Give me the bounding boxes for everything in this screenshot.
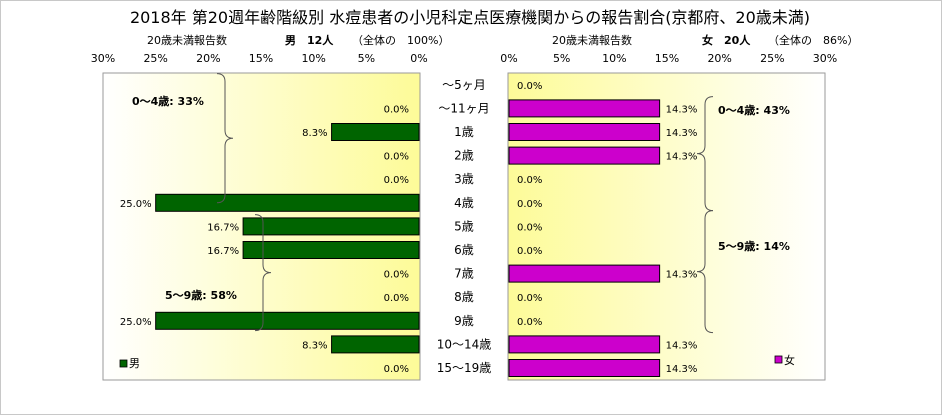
category-label: 1歳 (454, 125, 474, 139)
female-data-label: 0.0% (517, 81, 542, 92)
female-plot-area (507, 72, 826, 381)
male-bar (155, 311, 420, 330)
male-bar (155, 193, 420, 212)
male-tick-label: 20% (196, 52, 220, 65)
male-data-label: 16.7% (207, 246, 239, 257)
male-tick-label: 5% (358, 52, 375, 65)
male-axis-label: 20歳未満報告数 (147, 34, 227, 47)
male-bar (242, 217, 420, 236)
male-data-label: 0.0% (384, 175, 409, 186)
category-label: 5歳 (454, 219, 474, 233)
female-group-label: 5～9歳: 14% (718, 239, 790, 253)
female-data-label: 0.0% (517, 199, 542, 210)
female-group-brace (696, 210, 714, 334)
category-label: 4歳 (454, 196, 474, 210)
category-label: 10～14歳 (437, 337, 492, 351)
category-label: 3歳 (454, 172, 474, 186)
male-data-label: 8.3% (302, 128, 327, 139)
male-data-label: 0.0% (384, 104, 409, 115)
female-bar (508, 146, 661, 165)
category-label: 8歳 (454, 290, 474, 304)
chart-title: 2018年 第20週年齢階級別 水痘患者の小児科定点医療機関からの報告割合(京都… (130, 8, 810, 27)
female-bar (508, 123, 661, 141)
female-bar (508, 335, 661, 354)
male-data-label: 25.0% (120, 317, 152, 328)
female-data-label: 14.3% (666, 340, 698, 351)
female-data-label: 0.0% (517, 222, 542, 233)
legend-female-swatch (774, 355, 783, 364)
female-axis-label: 20歳未満報告数 (552, 34, 632, 47)
male-tick-label: 25% (143, 52, 167, 65)
male-data-label: 16.7% (207, 222, 239, 233)
female-data-label: 0.0% (517, 175, 542, 186)
male-bar (242, 241, 420, 259)
female-tick-label: 10% (602, 52, 626, 65)
female-bar (508, 99, 661, 118)
legend-male-swatch (119, 359, 128, 368)
male-header-note: （全体の 100%） (352, 33, 449, 47)
female-group-brace (696, 96, 714, 212)
female-data-label: 14.3% (666, 270, 698, 281)
group-annotations: 0～4歳: 33% 5～9歳: 58% 0～4歳: 43% 5～9歳: 14% (132, 73, 790, 334)
male-data-label: 0.0% (384, 152, 409, 163)
category-label: 2歳 (454, 149, 474, 163)
category-labels: ～5ヶ月 ～11ヶ月 1歳 2歳 3歳 4歳 5歳 6歳 7歳 8歳 9歳 10～14歳 15～19歳 (437, 78, 492, 375)
female-bar (508, 264, 661, 283)
bars (155, 99, 661, 377)
legend-male-label: 男 (129, 357, 140, 370)
male-tick-label: 15% (249, 52, 273, 65)
category-label: ～5ヶ月 (442, 78, 486, 92)
male-data-label: 0.0% (384, 364, 409, 375)
male-group-brace (216, 73, 234, 204)
male-data-label: 25.0% (120, 199, 152, 210)
category-label: 9歳 (454, 314, 474, 328)
female-tick-label: 0% (500, 52, 517, 65)
male-group-label: 5～9歳: 58% (165, 288, 237, 302)
axis-ticks: 0% 0% 5% 5% 10% 10% 15% 15% 20% 20% 25% 25% 30% 30% (91, 52, 837, 65)
female-data-label: 14.3% (666, 128, 698, 139)
male-bar (331, 335, 420, 354)
male-tick-label: 0% (410, 52, 427, 65)
female-tick-label: 20% (707, 52, 731, 65)
category-label: 6歳 (454, 243, 474, 257)
female-group-label: 0～4歳: 43% (718, 103, 790, 117)
female-tick-label: 15% (655, 52, 679, 65)
data-labels: 0.0% 8.3% 0.0% 0.0% 25.0% 16.7% 16.7% 0.0% 0.0% 2… (120, 81, 698, 375)
female-tick-label: 30% (813, 52, 837, 65)
male-data-label: 8.3% (302, 340, 327, 351)
male-data-label: 0.0% (384, 270, 409, 281)
category-label: 15～19歳 (437, 361, 492, 375)
female-data-label: 14.3% (666, 104, 698, 115)
female-tick-label: 5% (553, 52, 570, 65)
category-label: 7歳 (454, 267, 474, 281)
female-data-label: 14.3% (666, 152, 698, 163)
female-data-label: 0.0% (517, 293, 542, 304)
male-group-label: 0～4歳: 33% (132, 94, 204, 108)
female-data-label: 0.0% (517, 317, 542, 328)
female-data-label: 0.0% (517, 246, 542, 257)
male-header-label: 男 12人 (285, 33, 334, 47)
female-tick-label: 25% (760, 52, 784, 65)
female-data-label: 14.3% (666, 364, 698, 375)
male-data-label: 0.0% (384, 293, 409, 304)
female-bar (508, 359, 661, 377)
female-header-note: （全体の 86%） (768, 33, 858, 47)
legend-female-label: 女 (784, 353, 795, 367)
category-label: ～11ヶ月 (438, 101, 489, 115)
male-tick-label: 30% (91, 52, 115, 65)
male-bar (331, 123, 420, 141)
male-group-brace (254, 214, 272, 332)
female-header-label: 女 20人 (702, 33, 751, 47)
male-tick-label: 10% (301, 52, 325, 65)
